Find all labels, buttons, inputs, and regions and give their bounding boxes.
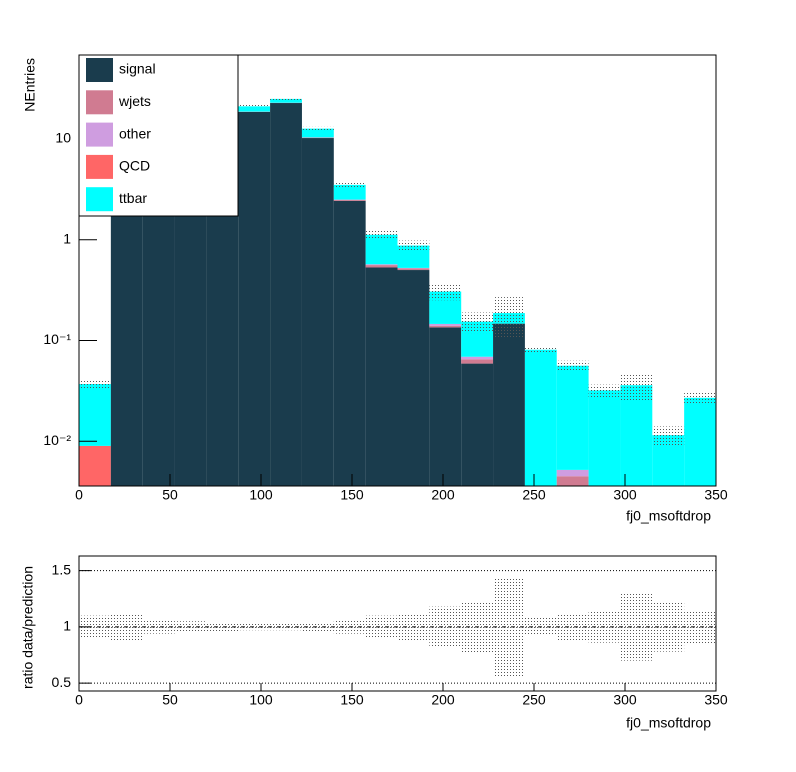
histogram-segment	[461, 356, 494, 360]
y-tick-label: 1.5	[52, 561, 72, 577]
histogram-segment	[588, 390, 621, 486]
x-tick-label: 350	[704, 692, 728, 708]
histogram-segment	[365, 267, 398, 486]
x-tick-label: 300	[613, 487, 637, 503]
uncertainty-band	[684, 391, 716, 405]
x-tick-label: 50	[162, 692, 178, 708]
legend-label: wjets	[118, 93, 151, 109]
legend-label: QCD	[119, 158, 150, 174]
y-tick-label: 10	[55, 130, 71, 146]
x-tick-label: 150	[340, 487, 364, 503]
uncertainty-band	[333, 182, 366, 188]
histogram-segment	[333, 199, 366, 201]
uncertainty-band	[620, 373, 653, 401]
histogram-segment	[79, 445, 111, 486]
legend-label: signal	[119, 61, 156, 77]
histogram-segment	[365, 264, 398, 266]
uncertainty-band	[524, 346, 557, 354]
histogram-segment	[270, 98, 302, 103]
y-axis-label: ratio data/prediction	[20, 566, 36, 689]
legend-swatch	[86, 90, 113, 115]
x-tick-label: 250	[522, 692, 546, 708]
uncertainty-band	[79, 379, 111, 389]
histogram-segment	[429, 327, 462, 486]
y-tick-label: 10⁻²	[43, 432, 71, 448]
uncertainty-band	[652, 426, 685, 447]
x-tick-label: 250	[522, 487, 546, 503]
ratio-uncertainty	[301, 622, 334, 632]
legend-label: other	[119, 125, 151, 141]
histogram-segment	[461, 359, 494, 364]
y-axis-label: NEntries	[22, 58, 38, 112]
x-tick-label: 200	[431, 692, 455, 708]
histogram-segment	[397, 270, 430, 486]
histogram-segment	[270, 103, 302, 487]
histogram-segment	[556, 365, 589, 470]
histogram-segment	[429, 325, 462, 328]
uncertainty-band	[556, 360, 589, 372]
histogram-segment	[110, 191, 143, 486]
x-tick-label: 0	[75, 692, 83, 708]
x-tick-label: 200	[431, 487, 455, 503]
histogram-segment	[333, 184, 366, 200]
histogram-segment	[238, 106, 271, 112]
histogram-segment	[493, 323, 525, 486]
x-tick-label: 350	[704, 487, 728, 503]
histogram-segment	[397, 268, 430, 271]
histogram-segment	[301, 128, 334, 138]
ratio-uncertainty	[142, 620, 175, 634]
legend-swatch	[86, 154, 113, 179]
y-tick-label: 1	[63, 618, 71, 634]
x-tick-label: 300	[613, 692, 637, 708]
uncertainty-band	[270, 97, 302, 101]
x-axis-label: fj0_msoftdrop	[626, 715, 711, 731]
uncertainty-band	[493, 297, 525, 339]
legend-swatch	[86, 187, 113, 212]
histogram-segment	[556, 476, 589, 486]
x-tick-label: 150	[340, 692, 364, 708]
y-tick-label: 10⁻¹	[43, 331, 71, 347]
histogram-segment	[461, 363, 494, 486]
x-axis-label: fj0_msoftdrop	[626, 508, 711, 524]
histogram-segment	[365, 234, 398, 265]
legend-label: ttbar	[119, 190, 147, 206]
histogram-segment	[79, 384, 111, 446]
ratio-uncertainty	[365, 615, 398, 639]
uncertainty-band	[429, 284, 462, 301]
legend-swatch	[86, 58, 113, 82]
uncertainty-band	[397, 240, 430, 252]
histogram-segment	[684, 397, 716, 486]
histogram-segment	[620, 385, 653, 486]
x-tick-label: 100	[249, 487, 273, 503]
histogram-segment	[365, 265, 398, 268]
uncertainty-band	[588, 384, 621, 397]
ratio-uncertainty	[206, 622, 239, 632]
uncertainty-band	[365, 230, 398, 240]
legend-swatch	[86, 122, 113, 147]
x-tick-label: 0	[75, 487, 83, 503]
x-tick-label: 50	[162, 487, 178, 503]
x-tick-label: 100	[249, 692, 273, 708]
uncertainty-band	[461, 312, 494, 334]
uncertainty-band	[301, 126, 334, 131]
histogram-segment	[556, 469, 589, 477]
histogram-segment	[524, 349, 557, 486]
y-tick-label: 1	[63, 230, 71, 246]
ratio-uncertainty	[238, 623, 271, 631]
y-tick-label: 0.5	[52, 674, 72, 690]
uncertainty-band	[238, 105, 271, 108]
histogram-segment	[333, 200, 366, 486]
plot-frame	[78, 555, 717, 692]
histogram-segment	[238, 111, 271, 487]
histogram-segment	[429, 323, 462, 326]
plot-frame	[78, 54, 717, 487]
histogram-segment	[301, 138, 334, 486]
